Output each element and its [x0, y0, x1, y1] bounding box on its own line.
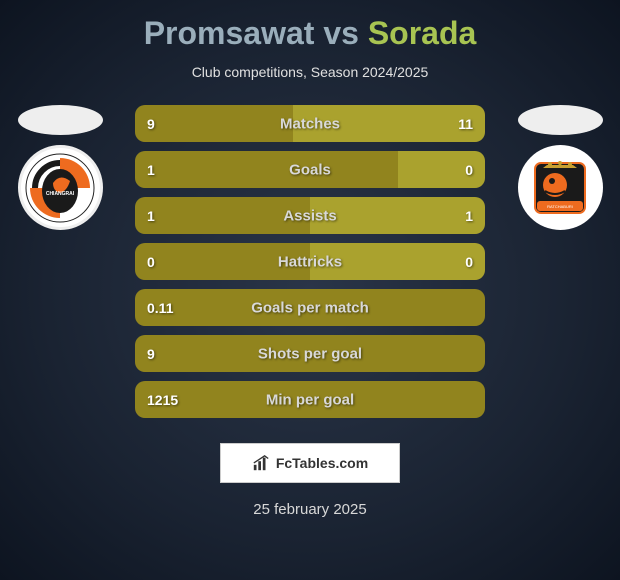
- stat-value-left: 0: [147, 254, 155, 270]
- player2-avatar-area: RATCHABURI: [510, 105, 610, 230]
- stat-row: Matches 9 11: [135, 105, 485, 142]
- stat-row: Goals per match 0.11: [135, 289, 485, 326]
- stat-label: Goals per match: [251, 299, 369, 316]
- stat-row: Min per goal 1215: [135, 381, 485, 418]
- club-logo-left-icon: CHIANGRAI: [25, 153, 95, 223]
- stat-value-right: 0: [465, 254, 473, 270]
- stat-fill-left: [135, 105, 293, 142]
- subtitle: Club competitions, Season 2024/2025: [192, 64, 429, 80]
- stat-fill-left: [135, 151, 398, 188]
- player1-avatar-area: CHIANGRAI: [10, 105, 110, 230]
- stat-value-right: 11: [458, 116, 473, 132]
- stat-value-left: 1: [147, 162, 155, 178]
- player2-avatar-placeholder: [518, 105, 603, 135]
- stat-value-left: 9: [147, 116, 155, 132]
- stat-value-right: 0: [465, 162, 473, 178]
- chart-icon: [252, 454, 270, 472]
- stat-value-left: 0.11: [147, 300, 173, 316]
- player2-club-logo: RATCHABURI: [518, 145, 603, 230]
- stat-row: Shots per goal 9: [135, 335, 485, 372]
- stat-value-left: 1215: [147, 392, 178, 408]
- date-text: 25 february 2025: [253, 501, 366, 518]
- fctables-badge: FcTables.com: [220, 443, 400, 483]
- stat-row: Hattricks 0 0: [135, 243, 485, 280]
- club-logo-right-icon: RATCHABURI: [525, 153, 595, 223]
- svg-text:RATCHABURI: RATCHABURI: [547, 204, 573, 209]
- stat-row: Goals 1 0: [135, 151, 485, 188]
- stats-column: Matches911Goals10Assists11Hattricks00Goa…: [135, 105, 485, 418]
- stats-section: CHIANGRAI RATCHABUR: [0, 105, 620, 418]
- svg-text:CHIANGRAI: CHIANGRAI: [46, 191, 75, 197]
- stat-label: Hattricks: [278, 253, 342, 270]
- stat-value-left: 9: [147, 346, 155, 362]
- vs-text: vs: [323, 15, 359, 51]
- player2-name: Sorada: [368, 15, 476, 51]
- stat-label: Matches: [280, 115, 340, 132]
- stat-value-right: 1: [465, 208, 473, 224]
- player1-club-logo: CHIANGRAI: [18, 145, 103, 230]
- player1-avatar-placeholder: [18, 105, 103, 135]
- stat-row: Assists 1 1: [135, 197, 485, 234]
- comparison-title: Promsawat vs Sorada: [144, 15, 477, 52]
- player1-name: Promsawat: [144, 15, 315, 51]
- stat-label: Min per goal: [266, 391, 354, 408]
- stat-label: Goals: [289, 161, 331, 178]
- stat-label: Shots per goal: [258, 345, 362, 362]
- stat-label: Assists: [283, 207, 336, 224]
- stat-value-left: 1: [147, 208, 155, 224]
- fctables-text: FcTables.com: [276, 455, 368, 471]
